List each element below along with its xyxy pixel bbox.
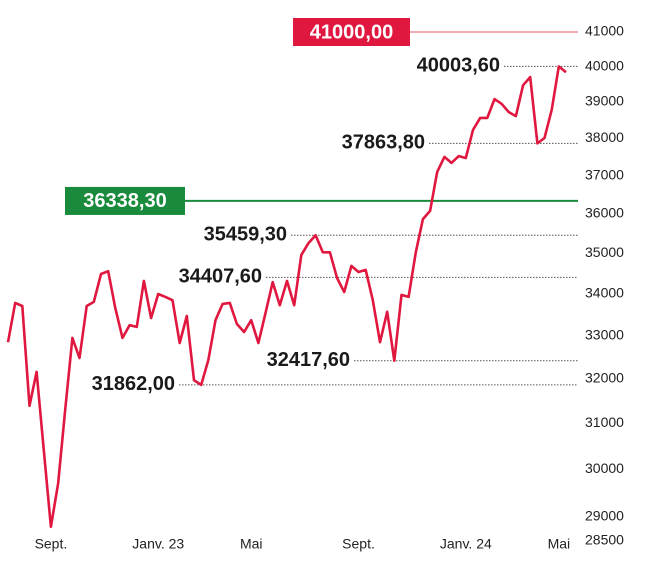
y-tick-label: 40000 [585, 57, 624, 73]
reference-label: 36338,30 [83, 190, 166, 212]
y-tick-label: 35000 [585, 244, 624, 260]
price-line [6, 65, 567, 529]
y-tick-label: 38000 [585, 129, 624, 145]
x-tick-label: Mai [240, 536, 263, 552]
annotation-label: 34407,60 [179, 266, 262, 288]
x-tick-label: Mai [548, 536, 571, 552]
annotation-label: 40003,60 [417, 55, 500, 77]
reference-box [65, 186, 185, 215]
annotation-label: 37863,80 [342, 132, 425, 154]
y-tick-label: 39000 [585, 93, 624, 109]
y-tick-label: 30000 [585, 460, 624, 476]
annotation-label: 32417,60 [267, 349, 350, 371]
y-tick-label: 31000 [585, 414, 624, 430]
y-tick-label: 33000 [585, 327, 624, 343]
reference-label: 41000,00 [310, 21, 393, 43]
y-tick-label: 29000 [585, 507, 624, 523]
y-tick-label: 36000 [585, 205, 624, 221]
x-tick-label: Sept. [35, 536, 68, 552]
x-tick-label: Sept. [342, 536, 375, 552]
annotation-label: 35459,30 [204, 223, 287, 245]
x-tick-label: Janv. 23 [132, 536, 184, 552]
annotation-label: 31862,00 [92, 373, 175, 395]
y-tick-label: 28500 [585, 532, 624, 548]
x-tick-label: Janv. 24 [440, 536, 492, 552]
reference-box [293, 18, 410, 46]
y-tick-label: 37000 [585, 166, 624, 182]
y-tick-label: 32000 [585, 370, 624, 386]
y-tick-label: 34000 [585, 285, 624, 301]
y-tick-label: 41000 [585, 23, 624, 39]
